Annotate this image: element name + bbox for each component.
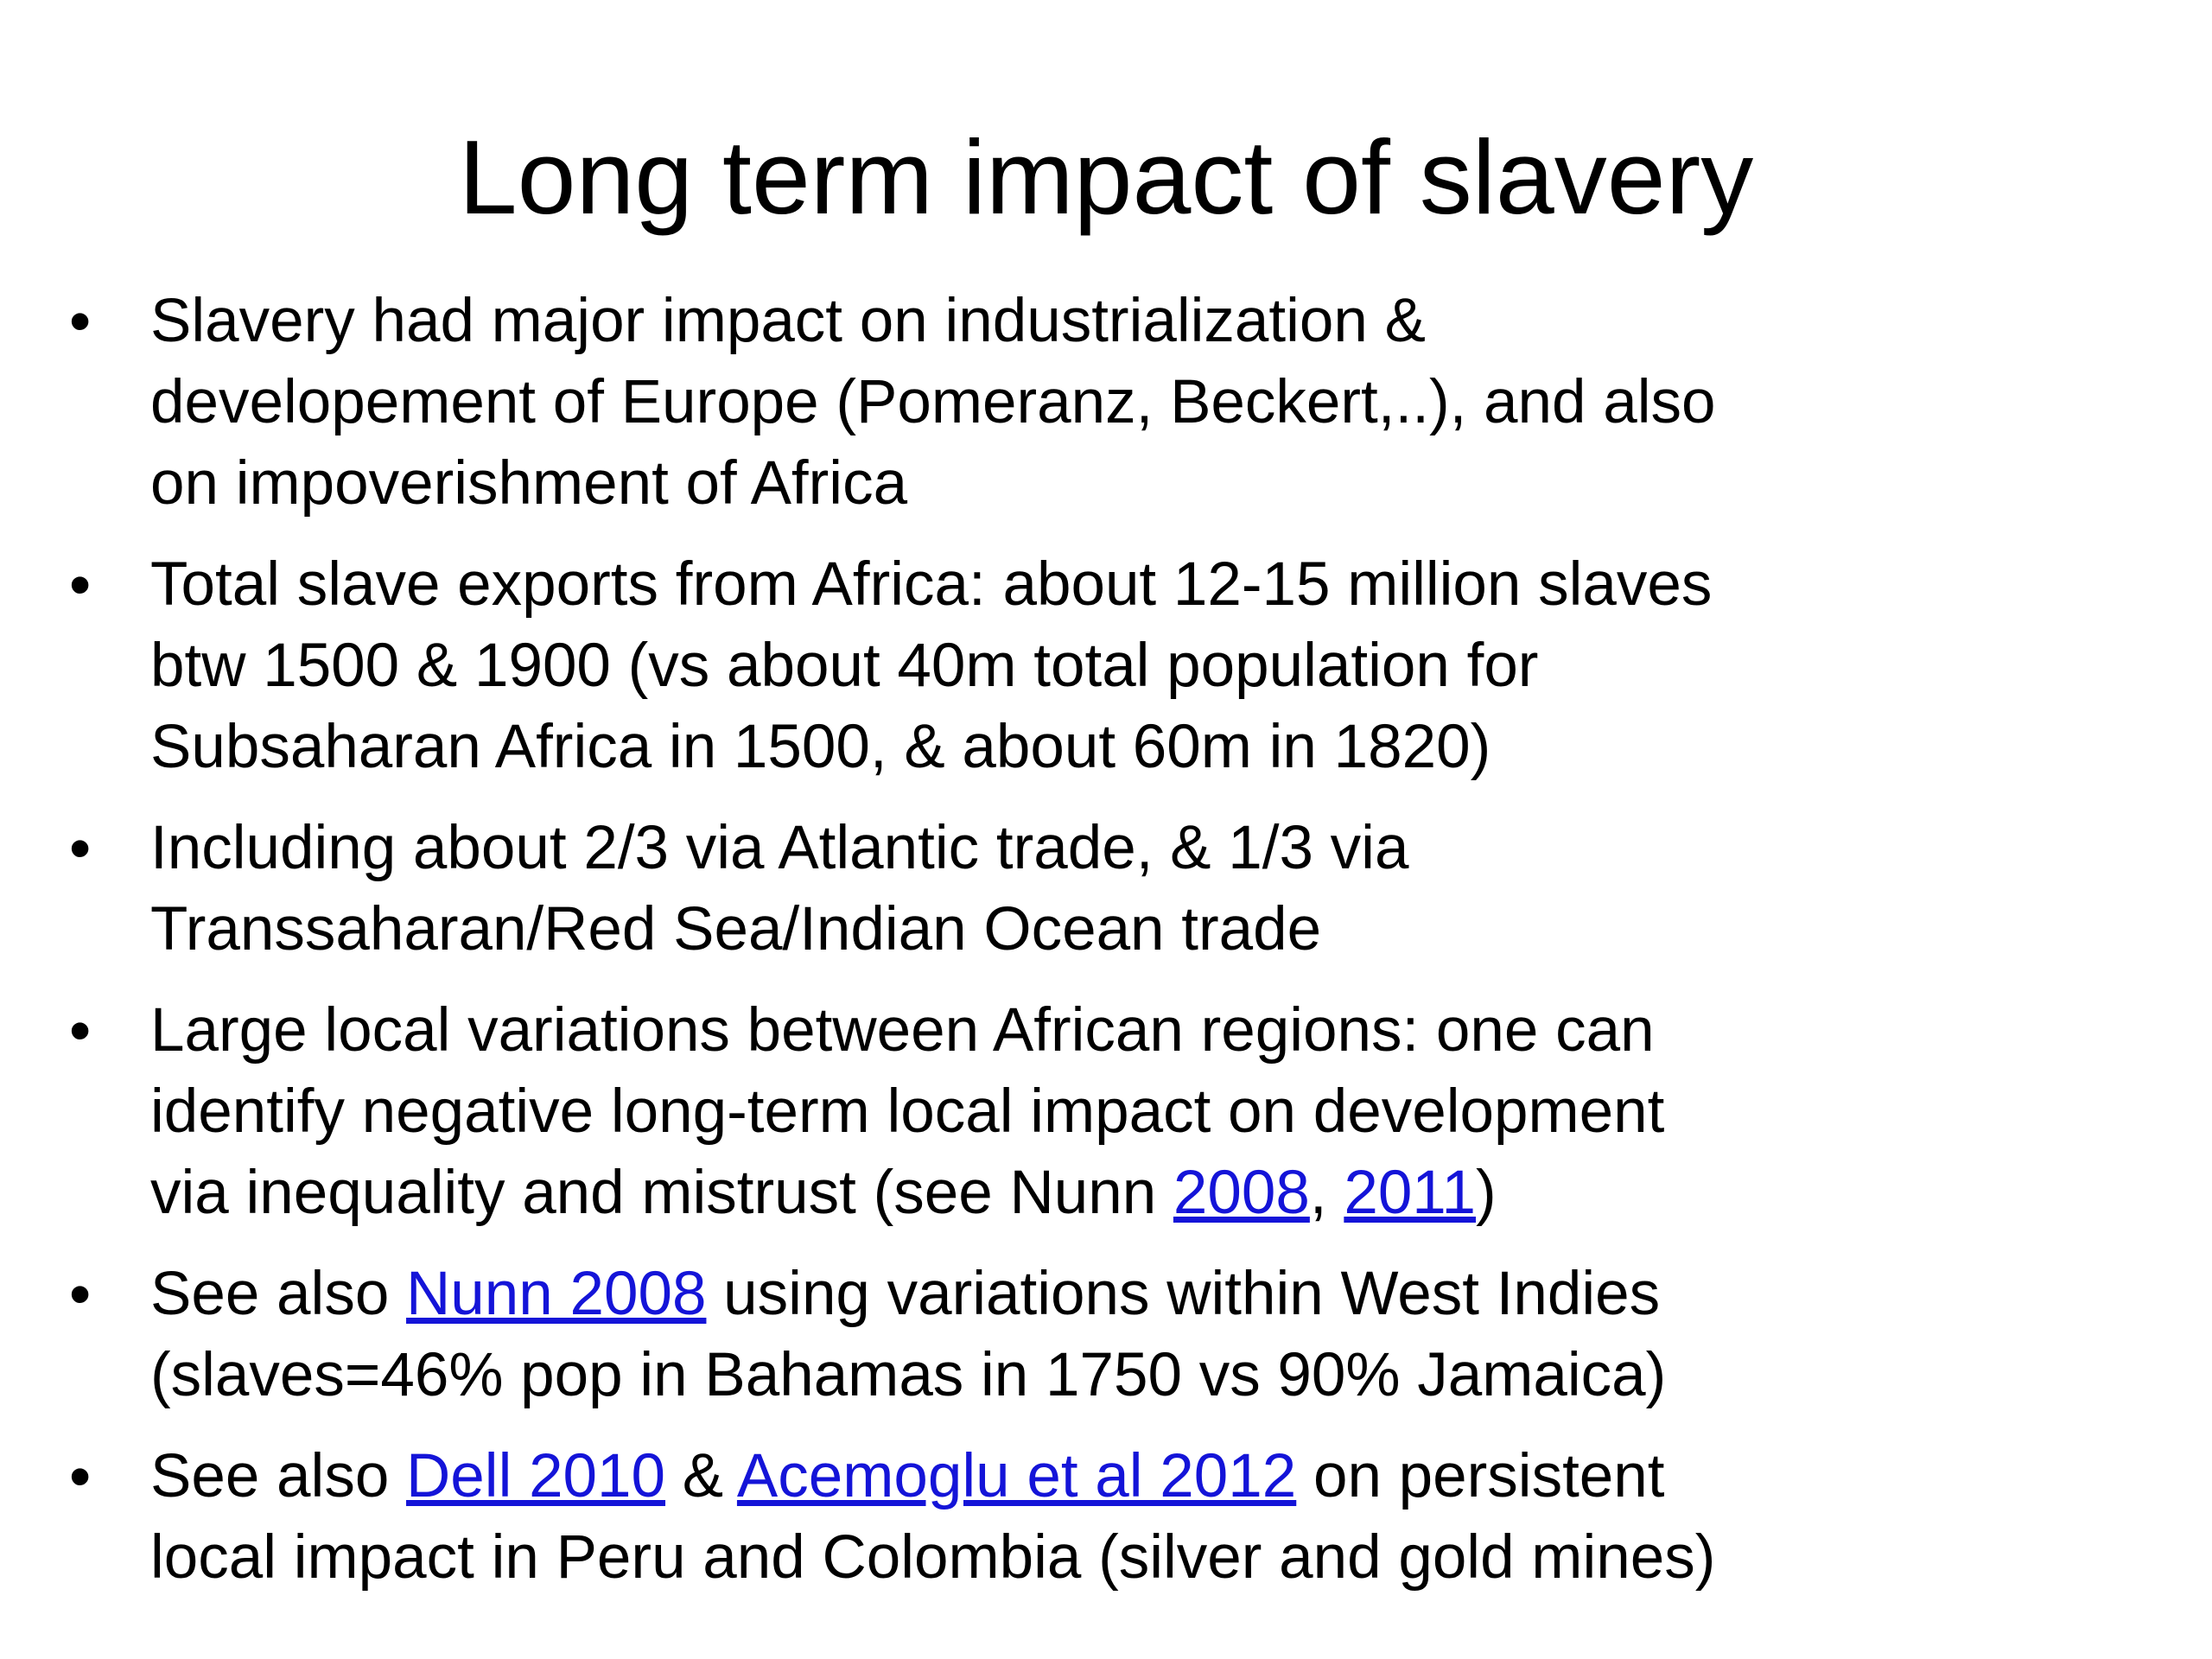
bullet-marker: • (69, 996, 92, 1065)
text-segment: via inequality and mistrust (see Nunn (150, 1159, 1173, 1227)
text-segment: on persistent (1296, 1442, 1665, 1510)
text-line: Slavery had major impact on industrializ… (150, 281, 2212, 362)
text-segment: , (1309, 1159, 1344, 1227)
text-line: identify negative long-term local impact… (150, 1071, 2212, 1153)
text-line: See also Dell 2010 & Acemoglu et al 2012… (150, 1436, 2212, 1517)
bullet-item: • Slavery had major impact on industriali… (0, 281, 2212, 524)
text-segment: on impoverishment of Africa (150, 449, 908, 518)
text-segment: using variations within West Indies (706, 1260, 1661, 1328)
slide-title: Long term impact of slavery (458, 118, 1754, 236)
bullet-item: • Including about 2/3 via Atlantic trade,… (0, 808, 2212, 970)
text-segment: & (665, 1442, 737, 1510)
text-segment: identify negative long-term local impact… (150, 1077, 1665, 1146)
text-line: on impoverishment of Africa (150, 443, 2212, 524)
reference-link[interactable]: Nunn 2008 (406, 1260, 707, 1328)
reference-link[interactable]: Acemoglu et al 2012 (736, 1442, 1297, 1510)
text-line: Subsaharan Africa in 1500, & about 60m i… (150, 707, 2212, 788)
text-segment: Transsaharan/Red Sea/Indian Ocean trade (150, 895, 1322, 963)
text-segment: (slaves=46% pop in Bahamas in 1750 vs 90… (150, 1341, 1667, 1409)
text-segment: developement of Europe (Pomeranz, Becker… (150, 368, 1716, 436)
text-segment: Subsaharan Africa in 1500, & about 60m i… (150, 713, 1491, 781)
text-segment: local impact in Peru and Colombia (silve… (150, 1523, 1716, 1592)
bullet-item: • Large local variations between African … (0, 990, 2212, 1234)
text-line: Large local variations between African r… (150, 990, 2212, 1071)
reference-link[interactable]: Dell 2010 (406, 1442, 666, 1510)
bullet-marker: • (69, 814, 92, 883)
text-segment: Including about 2/3 via Atlantic trade, … (150, 814, 1409, 882)
bullet-marker: • (69, 1260, 92, 1329)
bullet-item: • See also Dell 2010 & Acemoglu et al 201… (0, 1436, 2212, 1599)
text-segment: Slavery had major impact on industrializ… (150, 287, 1426, 355)
text-segment: See also (150, 1442, 407, 1510)
text-line: Including about 2/3 via Atlantic trade, … (150, 808, 2212, 889)
bullet-item: • Total slave exports from Africa: about … (0, 544, 2212, 788)
text-segment: btw 1500 & 1900 (vs about 40m total popu… (150, 632, 1539, 700)
text-line: See also Nunn 2008 using variations with… (150, 1254, 2212, 1335)
text-line: local impact in Peru and Colombia (silve… (150, 1517, 2212, 1599)
text-line: Total slave exports from Africa: about 1… (150, 544, 2212, 626)
text-segment: ) (1476, 1159, 1497, 1227)
reference-link[interactable]: 2008 (1173, 1159, 1310, 1227)
bullet-item: • See also Nunn 2008 using variations wit… (0, 1254, 2212, 1416)
text-line: Transsaharan/Red Sea/Indian Ocean trade (150, 889, 2212, 970)
bullet-marker: • (69, 550, 92, 620)
text-segment: Large local variations between African r… (150, 996, 1655, 1065)
bullet-list: • Slavery had major impact on industriali… (0, 281, 2212, 1618)
text-line: (slaves=46% pop in Bahamas in 1750 vs 90… (150, 1335, 2212, 1416)
bullet-marker: • (69, 1442, 92, 1511)
reference-link[interactable]: 2011 (1344, 1159, 1477, 1227)
text-line: via inequality and mistrust (see Nunn 20… (150, 1153, 2212, 1234)
text-line: btw 1500 & 1900 (vs about 40m total popu… (150, 626, 2212, 707)
text-line: developement of Europe (Pomeranz, Becker… (150, 362, 2212, 443)
text-segment: Total slave exports from Africa: about 1… (150, 550, 1713, 619)
bullet-marker: • (69, 287, 92, 356)
text-segment: See also (150, 1260, 407, 1328)
